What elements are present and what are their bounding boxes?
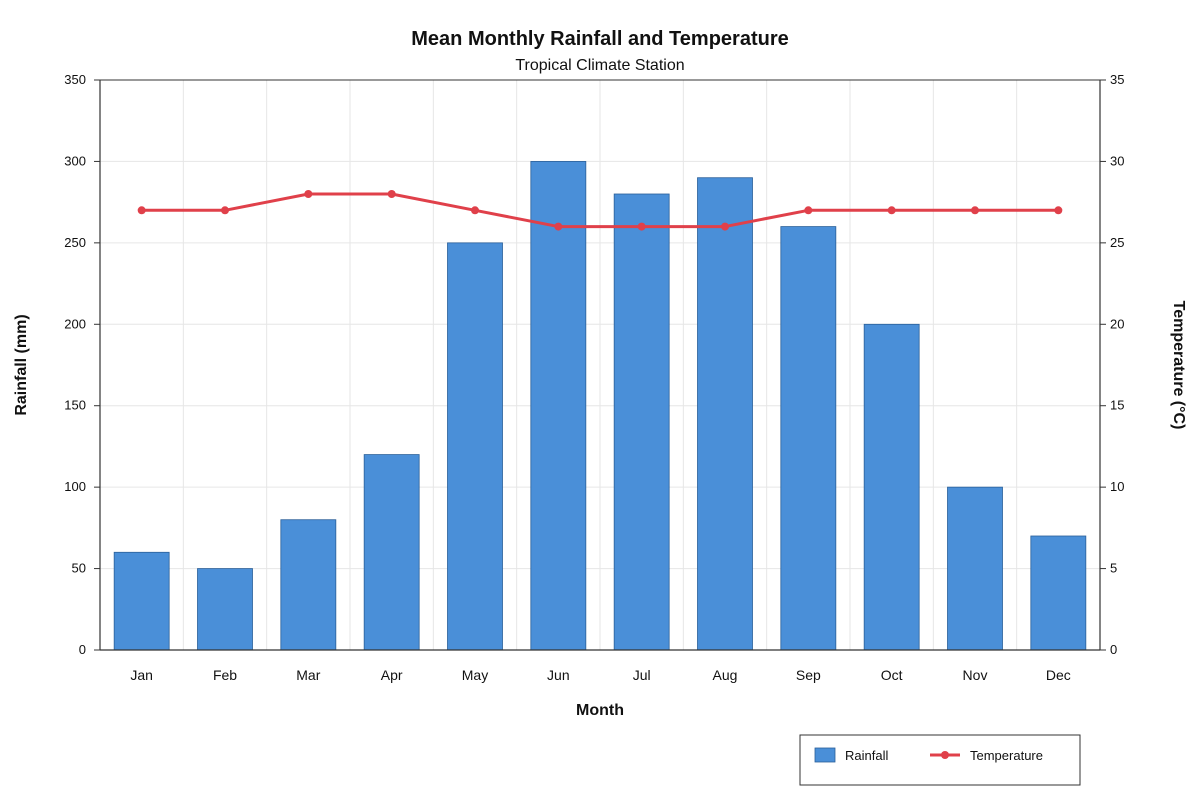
temperature-point xyxy=(887,206,896,215)
y2-tick-label: 15 xyxy=(1110,398,1124,413)
temperature-point xyxy=(971,206,979,215)
chart-title: Mean Monthly Rainfall and Temperature xyxy=(411,28,788,50)
x-tick-label: Jul xyxy=(633,667,651,683)
x-tick-label: Feb xyxy=(213,667,237,683)
temperature-point xyxy=(554,222,563,231)
rainfall-bar xyxy=(1030,535,1087,651)
y-tick-label: 150 xyxy=(64,398,86,413)
rainfall-bar xyxy=(780,226,837,651)
rainfall-bar xyxy=(863,323,920,651)
x-axis-label: Month xyxy=(576,702,624,719)
temperature-point xyxy=(471,206,479,215)
y-tick-label: 250 xyxy=(64,235,86,250)
temperature-point xyxy=(637,222,646,231)
rainfall-bar xyxy=(447,242,503,651)
legend: Rainfall Temperature xyxy=(799,734,1081,786)
y-axis-label: Rainfall (mm) xyxy=(13,314,30,415)
x-tick-label: Apr xyxy=(381,667,403,683)
rainfall-bar xyxy=(280,519,337,651)
legend-box xyxy=(799,734,1081,786)
chart-subtitle: Tropical Climate Station xyxy=(515,57,684,74)
temperature-series-line xyxy=(141,192,1059,229)
x-tick-label: Aug xyxy=(713,667,738,683)
x-tick-label: May xyxy=(462,667,488,683)
temperature-point xyxy=(137,206,146,215)
y2-tick-label: 25 xyxy=(1110,235,1124,250)
rainfall-bar xyxy=(947,486,1003,651)
temperature-point xyxy=(804,206,813,215)
y2-axis-label: Temperature (°C) xyxy=(1170,301,1187,430)
y-tick-label: 0 xyxy=(79,642,86,657)
rainfall-bar xyxy=(697,177,753,651)
axes: 0 50 100 150 200 250 300 350 0 5 10 15 20 25 30 35 Jan Fe… xyxy=(64,72,1124,683)
x-tick-label: Jan xyxy=(130,667,153,683)
y-tick-label: 300 xyxy=(64,153,86,168)
rainfall-bar xyxy=(530,161,587,651)
temperature-point xyxy=(221,206,229,215)
temperature-point xyxy=(304,190,313,198)
x-tick-label: Sep xyxy=(796,667,821,683)
grid xyxy=(100,80,1100,650)
rainfall-bar xyxy=(113,551,170,651)
x-tick-label: Nov xyxy=(963,667,988,683)
y2-tick-label: 30 xyxy=(1110,153,1124,168)
y-tick-label: 100 xyxy=(64,479,86,494)
y2-tick-label: 5 xyxy=(1110,561,1117,576)
x-tick-label: Oct xyxy=(881,667,903,683)
y2-tick-label: 10 xyxy=(1110,479,1124,494)
x-tick-label: Mar xyxy=(296,667,320,683)
y-tick-label: 200 xyxy=(64,316,86,331)
rainfall-bar xyxy=(197,568,253,651)
temperature-point xyxy=(1054,206,1063,215)
rainfall-bar xyxy=(363,454,420,651)
y-tick-label: 350 xyxy=(64,72,86,87)
rainfall-bars xyxy=(113,161,1087,651)
rainfall-bar xyxy=(613,193,670,651)
y-tick-label: 50 xyxy=(72,561,86,576)
legend-temperature-label: Temperature xyxy=(970,748,1043,763)
y2-tick-label: 0 xyxy=(1110,642,1117,657)
y2-tick-label: 35 xyxy=(1110,72,1124,87)
temperature-line xyxy=(137,190,1063,231)
legend-rainfall-swatch xyxy=(814,747,836,763)
legend-temperature-marker xyxy=(941,751,949,759)
y2-tick-label: 20 xyxy=(1110,316,1124,331)
temperature-point xyxy=(721,222,729,231)
x-tick-label: Dec xyxy=(1046,667,1071,683)
temperature-point xyxy=(387,190,396,198)
legend-rainfall-label: Rainfall xyxy=(845,748,888,763)
x-tick-label: Jun xyxy=(547,667,570,683)
